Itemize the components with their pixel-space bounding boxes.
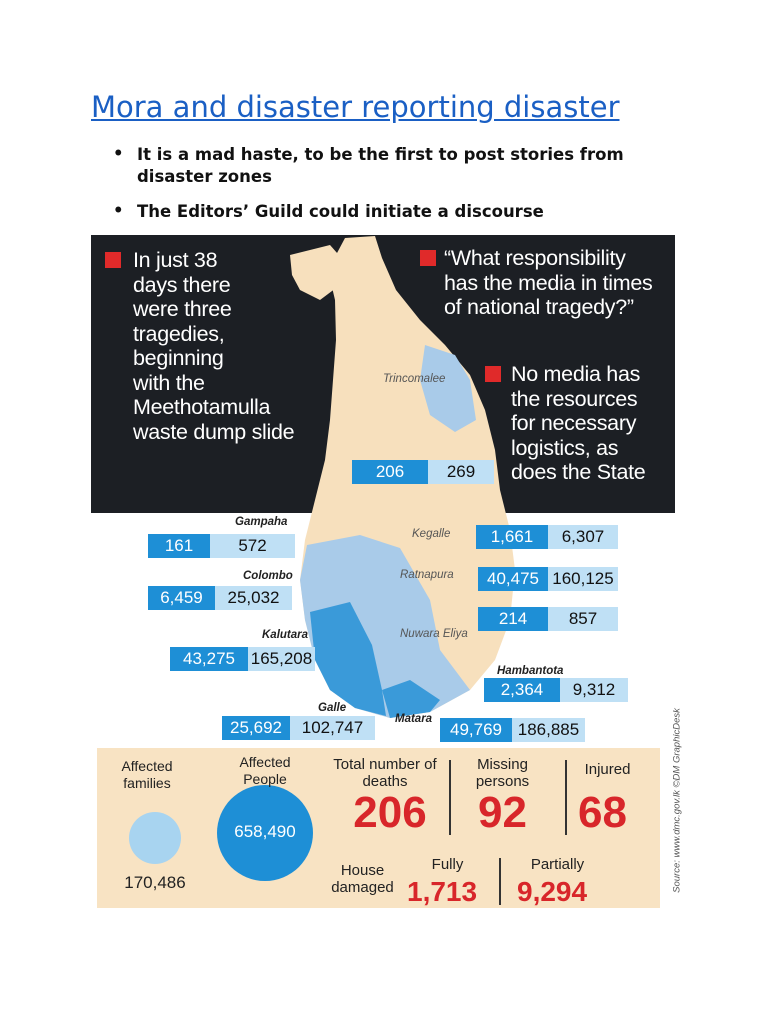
- quote-line: beginning: [133, 346, 224, 370]
- summary-value: 68: [578, 788, 627, 837]
- district-name: Matara: [395, 713, 433, 725]
- bullet: • It is a mad haste, to be the first to p…: [113, 144, 677, 188]
- district-people: 572: [210, 534, 295, 558]
- map-district: [382, 680, 440, 718]
- summary-label: Partially: [530, 856, 585, 873]
- quote-line: logistics, as: [511, 435, 619, 460]
- district-families: 161: [148, 534, 210, 558]
- map-district: [420, 345, 476, 432]
- bullet-dot: •: [113, 144, 124, 163]
- summary-value: 658,490: [234, 822, 296, 841]
- quote-marker: [485, 366, 501, 382]
- quote-line: has the media in times: [444, 270, 653, 295]
- quote-marker: [105, 252, 121, 268]
- district-people: 186,885: [512, 718, 585, 742]
- district-name: Gampaha: [235, 516, 288, 528]
- summary-value: 170,486: [124, 873, 186, 892]
- district-name: Galle: [318, 702, 347, 714]
- quote-line: does the State: [511, 460, 646, 484]
- summary-value: 9,294: [517, 876, 588, 907]
- summary-value: 206: [353, 788, 427, 837]
- bullet-dot: •: [113, 201, 124, 220]
- bullet-text: It is a mad haste, to be the first to po…: [137, 145, 624, 186]
- district-people: 102,747: [290, 716, 375, 740]
- summary-value: 92: [478, 788, 527, 837]
- summary-label: Affected People: [239, 754, 291, 787]
- district-families: 43,275: [170, 647, 248, 671]
- district-people: 269: [428, 460, 494, 484]
- map-district: [310, 602, 386, 716]
- bullet: • The Editors’ Guild could initiate a dis…: [113, 201, 677, 223]
- bullet-text: The Editors’ Guild could initiate a disc…: [137, 202, 544, 221]
- quote-line: No media has: [511, 362, 641, 386]
- quote-line: were three: [133, 297, 232, 321]
- summary-label: Fully: [431, 856, 464, 873]
- district-name: Nuwara Eliya: [400, 628, 468, 640]
- district-families: 2,364: [484, 678, 560, 702]
- source: Source: www.dmc.gov.lk ©DM GraphicDesk: [671, 708, 683, 893]
- district-families: 206: [352, 460, 428, 484]
- district-people: 25,032: [215, 586, 292, 610]
- quote-line: waste dump slide: [133, 419, 295, 444]
- quote-marker: [420, 250, 436, 266]
- quote-line: tragedies,: [133, 321, 225, 346]
- quote-line: days there: [133, 272, 231, 297]
- district-people: 165,208: [248, 647, 315, 671]
- summary-label: Affected families: [121, 758, 173, 791]
- district-families: 214: [478, 607, 548, 631]
- people-circle: [217, 785, 313, 881]
- summary-label: Injured: [584, 761, 631, 778]
- summary-label: Missing persons: [475, 756, 530, 790]
- district-name: Ratnapura: [400, 569, 454, 581]
- map-land: [290, 245, 345, 300]
- district-families: 1,661: [476, 525, 548, 549]
- district-name: Hambantota: [497, 665, 564, 677]
- district-families: 49,769: [440, 718, 512, 742]
- district-families: 6,459: [148, 586, 215, 610]
- quote-line: Meethotamulla: [133, 395, 271, 419]
- quote-line: for necessary: [511, 411, 637, 435]
- summary-label: Total number of deaths: [333, 756, 437, 790]
- district-people: 160,125: [548, 567, 618, 591]
- quote-line: of national tragedy?”: [444, 295, 634, 319]
- district-name: Colombo: [243, 570, 293, 582]
- quote-line: “What responsibility: [444, 246, 626, 270]
- summary-label: House damaged: [331, 862, 394, 896]
- district-name: Kegalle: [412, 528, 451, 540]
- summary-value: 1,713: [407, 876, 478, 907]
- families-circle: [129, 812, 181, 864]
- quote-line: the resources: [511, 386, 638, 411]
- district-families: 40,475: [478, 567, 548, 591]
- quote-line: with the: [133, 370, 205, 395]
- district-name: Trincomalee: [383, 373, 446, 385]
- district-people: 857: [548, 607, 618, 631]
- district-people: 6,307: [548, 525, 618, 549]
- district-name: Kalutara: [262, 629, 309, 641]
- quote-line: In just 38: [133, 248, 218, 272]
- title: Mora and disaster reporting disaster: [91, 90, 620, 124]
- district-people: 9,312: [560, 678, 628, 702]
- district-families: 25,692: [222, 716, 290, 740]
